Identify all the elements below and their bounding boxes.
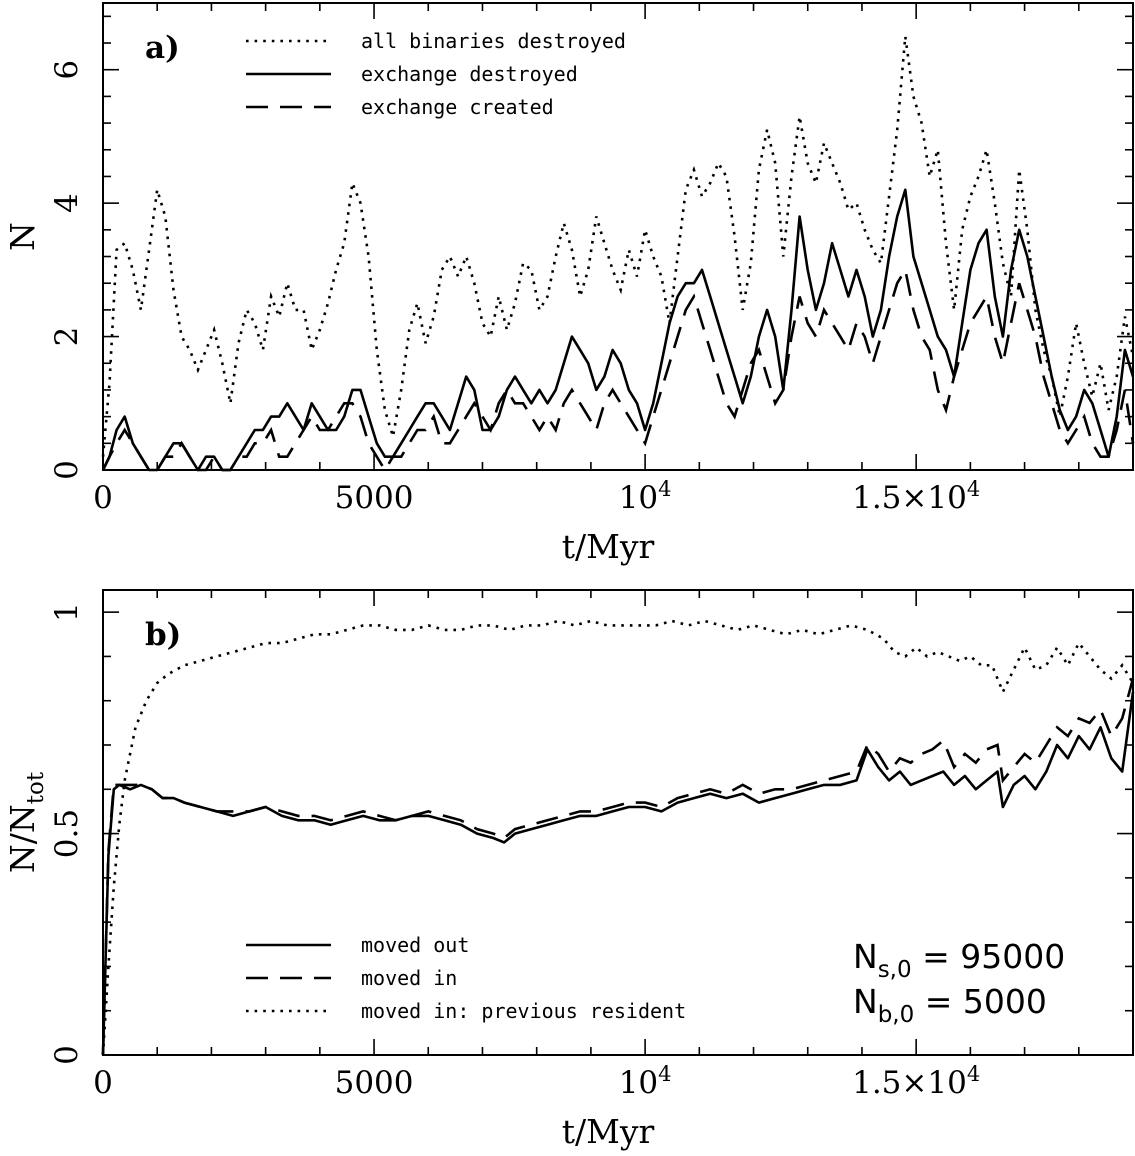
x-tick-label-exponent: 4 (967, 477, 980, 501)
panel-label: a) (145, 30, 180, 66)
x-tick-label-exponent: 4 (967, 1062, 980, 1086)
series-line-dashed (101, 266, 1135, 473)
y-tick-label: 0 (49, 1045, 85, 1065)
x-tick-label: 5000 (335, 1065, 414, 1101)
y-tick-label: 6 (49, 60, 85, 80)
x-tick-label: 104 (619, 477, 672, 516)
x-tick-label-text: 0 (93, 1065, 113, 1101)
parameter-annotation: Nb,0 = 5000 (853, 982, 1047, 1028)
y-axis-title-text: N (3, 222, 42, 251)
x-tick-label: 104 (619, 1062, 672, 1101)
x-tick-label: 1.5×104 (852, 1062, 980, 1101)
legend-label: moved out (361, 933, 469, 957)
y-tick-label: 2 (49, 327, 85, 347)
x-tick-label-text: 1.5×10 (852, 1065, 967, 1101)
y-tick-label: 0.5 (49, 809, 85, 858)
annotation-value: = 95000 (912, 937, 1066, 976)
annotation-subscript: s,0 (878, 957, 912, 983)
annotation-symbol: N (853, 982, 878, 1021)
y-axis-title-text: N/N (3, 804, 42, 873)
x-tick-label-text: 5000 (335, 1065, 414, 1101)
x-tick-label-exponent: 4 (658, 1062, 671, 1086)
plot-frame (102, 2, 1134, 471)
legend-label: exchange created (361, 95, 554, 119)
annotation-symbol: N (853, 937, 878, 976)
x-tick-label-text: 1.5×10 (852, 480, 967, 516)
series-line-solid (101, 188, 1135, 472)
series-line-dashed (101, 678, 1135, 1056)
series-line-dotted (101, 36, 1135, 457)
x-tick-label: 1.5×104 (852, 477, 980, 516)
legend-label: moved in (361, 966, 457, 990)
x-tick-label: 0 (93, 1065, 113, 1101)
x-tick-label: 0 (93, 480, 113, 516)
y-tick-label: 0 (49, 460, 85, 480)
annotation-value: = 5000 (914, 982, 1047, 1021)
x-tick-label-text: 0 (93, 480, 113, 516)
y-tick-label: 1 (49, 602, 85, 622)
y-axis-title: N/Ntot (3, 771, 49, 873)
x-axis-title: t/Myr (562, 1112, 655, 1151)
x-tick-label-text: 10 (619, 480, 658, 516)
y-tick-label: 4 (49, 193, 85, 213)
parameter-annotation: Ns,0 = 95000 (853, 937, 1065, 983)
plot-frame (102, 589, 1134, 1056)
x-axis-title: t/Myr (562, 527, 655, 566)
panel-label: b) (145, 617, 181, 653)
x-tick-label-text: 5000 (335, 480, 414, 516)
legend-label: exchange destroyed (361, 62, 578, 86)
legend-label: all binaries destroyed (361, 29, 626, 53)
x-tick-label-text: 10 (619, 1065, 658, 1101)
legend-label: moved in: previous resident (361, 999, 686, 1023)
x-tick-label-exponent: 4 (658, 477, 671, 501)
series-line-dotted (101, 619, 1135, 1056)
annotation-subscript: b,0 (878, 1002, 915, 1028)
y-axis-title: N (3, 222, 42, 251)
x-tick-label: 5000 (335, 480, 414, 516)
y-axis-title-subscript: tot (23, 771, 49, 804)
